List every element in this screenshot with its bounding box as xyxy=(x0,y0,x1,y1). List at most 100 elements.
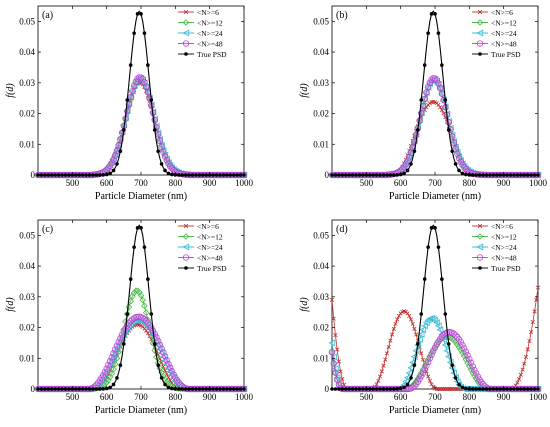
point-true-psd xyxy=(235,387,239,391)
point-n-48 xyxy=(402,161,409,168)
point-n-48 xyxy=(452,332,459,339)
point-true-psd xyxy=(125,312,130,316)
point-n-6 xyxy=(329,297,335,302)
legend-item-n-6: <N>=6 xyxy=(178,222,219,231)
point-true-psd xyxy=(98,387,102,391)
point-n-48 xyxy=(168,368,176,375)
point-n-12 xyxy=(139,296,147,304)
point-n-48 xyxy=(423,89,430,96)
legend-label: True PSD xyxy=(491,264,521,273)
point-n-6 xyxy=(527,338,532,344)
legend-label: <N>=12 xyxy=(491,19,517,28)
x-axis-label: Particle Diameter (nm) xyxy=(95,191,187,202)
point-n-48 xyxy=(115,338,122,345)
legend-marker xyxy=(182,19,190,26)
point-true-psd xyxy=(111,168,116,173)
point-true-psd xyxy=(505,173,509,177)
legend-item-n-24: <N>=24 xyxy=(178,29,223,38)
point-n-6 xyxy=(529,329,534,335)
legend-item-n-6: <N>=6 xyxy=(178,8,219,17)
x-tick-label: 900 xyxy=(497,392,511,402)
legend-label: <N>=12 xyxy=(197,233,223,242)
x-tick-label: 800 xyxy=(463,392,477,402)
y-tick-label: 0.05 xyxy=(19,230,35,240)
point-true-psd xyxy=(142,245,147,249)
point-true-psd xyxy=(477,387,482,391)
point-true-psd xyxy=(515,173,520,177)
x-tick-label: 1000 xyxy=(529,392,548,402)
plot-area xyxy=(331,5,539,176)
y-tick-label: 0.03 xyxy=(313,78,329,88)
point-n-6 xyxy=(438,105,443,110)
legend-marker xyxy=(477,223,483,229)
point-n-6 xyxy=(335,347,340,352)
point-true-psd xyxy=(343,173,348,177)
point-n-6 xyxy=(410,321,415,326)
point-true-psd xyxy=(228,173,233,177)
point-true-psd xyxy=(166,171,171,176)
point-true-psd xyxy=(381,173,386,177)
point-true-psd xyxy=(132,245,136,249)
point-true-psd xyxy=(183,173,188,177)
legend-item-n-12: <N>=12 xyxy=(472,19,517,28)
point-n-48 xyxy=(330,360,337,367)
point-true-psd xyxy=(385,387,389,391)
legend-marker xyxy=(476,233,484,240)
point-n-48 xyxy=(129,87,136,95)
legend-item-n-12: <N>=12 xyxy=(472,233,517,242)
point-n-48 xyxy=(450,139,458,147)
point-n-6 xyxy=(426,374,431,379)
point-true-psd xyxy=(440,277,444,281)
point-n-48 xyxy=(421,366,428,373)
point-true-psd xyxy=(522,173,527,177)
point-true-psd xyxy=(201,173,205,177)
legend-marker xyxy=(183,223,189,229)
y-tick-label: 0.05 xyxy=(19,16,35,26)
point-true-psd xyxy=(457,168,461,173)
x-tick-label: 600 xyxy=(394,178,408,188)
point-n-6 xyxy=(517,377,522,382)
point-true-psd xyxy=(519,173,523,177)
point-n-6 xyxy=(523,354,529,359)
point-true-psd xyxy=(94,387,99,391)
point-n-6 xyxy=(405,311,410,316)
point-n-48 xyxy=(113,342,121,349)
legend-item-n-24: <N>=24 xyxy=(178,243,223,252)
y-tick-label: 0.01 xyxy=(19,139,35,149)
point-true-psd xyxy=(63,387,68,391)
legend-label: <N>=6 xyxy=(197,222,219,231)
point-true-psd xyxy=(354,387,358,391)
point-true-psd xyxy=(77,173,81,177)
point-n-6 xyxy=(420,357,426,362)
legend-label: <N>=24 xyxy=(197,29,223,38)
point-n-6 xyxy=(534,297,539,302)
point-true-psd xyxy=(409,162,413,166)
point-n-48 xyxy=(430,75,437,82)
point-n-48 xyxy=(125,100,133,108)
panel-d: 500 600 700 800 900 1000 0.05 0.04 0.03 0.02 0.01 0… xyxy=(299,219,548,416)
point-n-48 xyxy=(445,119,452,126)
point-n-12 xyxy=(110,365,117,373)
panel-b: 500 600 700 800 900 1000 0.05 0.04 0.03 0.02 0.01 0… xyxy=(299,5,548,202)
point-true-psd xyxy=(176,387,181,391)
legend-item-n-6: <N>=6 xyxy=(472,222,513,231)
point-true-psd xyxy=(495,387,499,391)
point-true-psd xyxy=(63,173,68,177)
point-n-48 xyxy=(469,363,476,370)
point-true-psd xyxy=(43,387,47,391)
point-n-12 xyxy=(101,380,109,388)
point-true-psd xyxy=(395,173,400,177)
point-true-psd xyxy=(405,168,410,173)
point-n-12 xyxy=(142,309,150,316)
legend-label: <N>=12 xyxy=(197,19,223,28)
x-tick-label: 900 xyxy=(203,178,217,188)
point-true-psd xyxy=(488,387,492,391)
point-true-psd xyxy=(429,12,434,16)
point-n-48 xyxy=(462,348,470,355)
point-true-psd xyxy=(235,173,239,177)
legend-item-n-48: <N>=48 xyxy=(178,40,223,49)
point-n-48 xyxy=(455,155,463,162)
point-true-psd xyxy=(409,376,413,380)
point-true-psd xyxy=(125,98,130,102)
